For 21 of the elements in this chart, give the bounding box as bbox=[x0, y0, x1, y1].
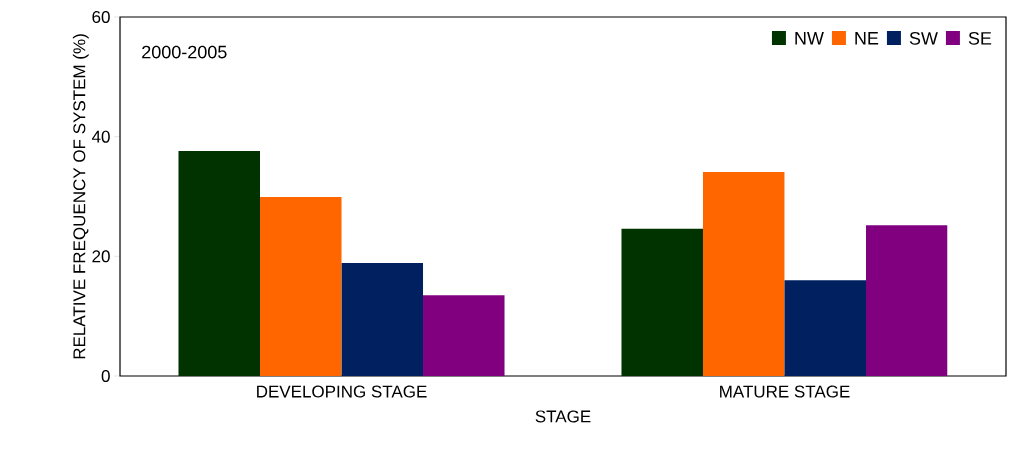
legend-label: SE bbox=[968, 31, 992, 45]
bar bbox=[866, 225, 948, 376]
bar bbox=[621, 228, 703, 376]
bar bbox=[178, 151, 260, 376]
y-axis-title: RELATIVE FREQUENCY OF SYSTEM (%) bbox=[72, 34, 89, 359]
bar bbox=[341, 262, 424, 376]
bar bbox=[702, 171, 785, 376]
legend-label: NW bbox=[795, 32, 824, 45]
legend-label: SW bbox=[909, 31, 938, 45]
bar bbox=[423, 295, 505, 376]
y-tick-label: 20 bbox=[92, 250, 110, 263]
legend-label: NE bbox=[855, 32, 879, 45]
x-tick-label: MATURE STAGE bbox=[720, 385, 850, 398]
y-tick-label: 40 bbox=[91, 130, 110, 143]
y-tick-label: 60 bbox=[92, 10, 110, 24]
y-tick-label: 0 bbox=[101, 369, 110, 383]
bar bbox=[260, 197, 342, 376]
bar bbox=[784, 280, 867, 376]
annotation: 2000-2005 bbox=[142, 45, 227, 59]
x-tick-label: DEVELOPING STAGE bbox=[257, 385, 427, 398]
x-axis-title: STAGE bbox=[535, 410, 591, 423]
